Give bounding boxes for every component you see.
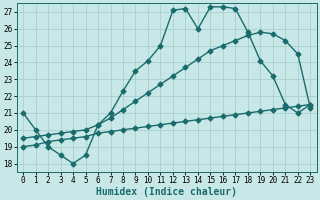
X-axis label: Humidex (Indice chaleur): Humidex (Indice chaleur) [96, 186, 237, 197]
